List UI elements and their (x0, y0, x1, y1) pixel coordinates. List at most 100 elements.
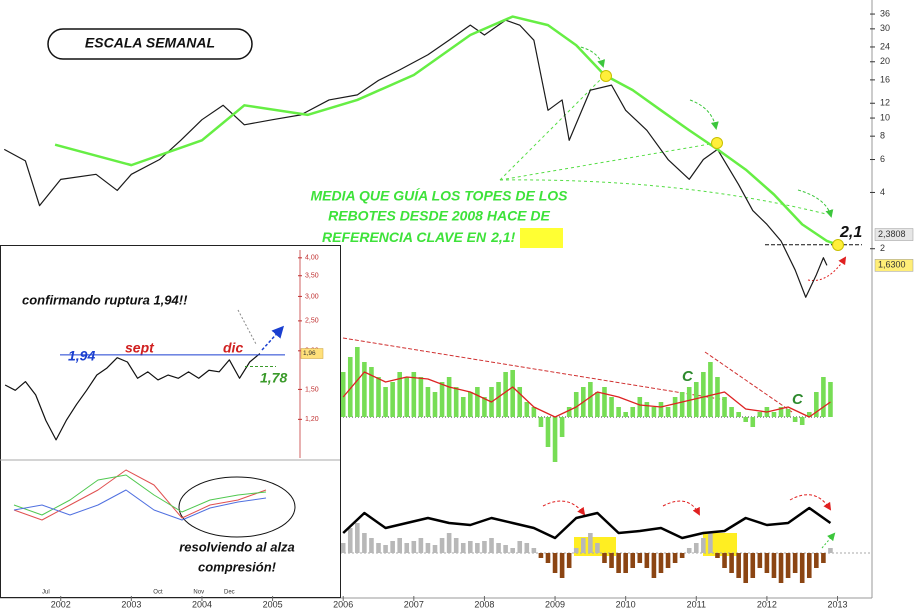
bar (609, 397, 614, 417)
y-tick-label: 16 (880, 74, 890, 84)
trend-lines (342, 337, 793, 413)
bar (404, 377, 410, 417)
bar (390, 382, 395, 417)
series-line (13, 489, 267, 521)
annotation-text: REFERENCIA CLAVE EN (322, 229, 487, 245)
bar (397, 538, 402, 553)
arrow (689, 99, 719, 130)
x-tick-label: Nov (193, 590, 204, 596)
bar (439, 538, 445, 553)
x-tick-label: 2011 (687, 599, 706, 609)
annotation: REBOTES DESDE 2008 HACE DE (328, 208, 550, 224)
bar (517, 387, 523, 417)
bar (397, 372, 402, 417)
series-line (13, 474, 267, 516)
y-tick-label: 24 (880, 41, 890, 51)
x-tick-label: 2003 (121, 599, 141, 609)
bar (708, 362, 713, 417)
x-tick-label: 2006 (333, 599, 353, 609)
series-line (54, 15, 838, 246)
chart-title: ESCALA SEMANAL (85, 35, 215, 51)
bar (503, 545, 508, 553)
bar (453, 387, 459, 417)
connector (237, 309, 257, 345)
bar (602, 553, 607, 563)
y-tick-label: 36 (880, 8, 890, 18)
bar (347, 528, 353, 553)
x-tick-label: 2008 (474, 599, 494, 609)
touch-point (711, 137, 723, 149)
arrow (789, 494, 832, 511)
series-line (13, 469, 267, 521)
inset-chart: confirmando ruptura 1,94!! 1,94 sept dic… (0, 245, 341, 598)
touch-point (600, 70, 612, 82)
bar (757, 412, 763, 417)
bar (729, 407, 734, 417)
arrow (797, 189, 834, 218)
bar (828, 548, 833, 553)
bar (806, 412, 812, 417)
x-tick-label: 2010 (616, 599, 636, 609)
price-tag-label: 2,3808 (878, 229, 906, 239)
bar (644, 402, 650, 417)
bar (404, 543, 410, 553)
x-tick-label: 2002 (51, 599, 71, 609)
series-line (342, 371, 831, 418)
bar (446, 533, 452, 553)
bar (468, 392, 473, 417)
bar (814, 553, 819, 568)
bar (552, 417, 558, 462)
bar (644, 553, 650, 568)
bar (460, 397, 466, 417)
oscillator-panel (340, 494, 872, 583)
bar (729, 553, 734, 573)
touch-point (832, 239, 844, 251)
bar (573, 548, 579, 553)
title-frame (47, 28, 253, 60)
bar (686, 387, 692, 417)
bar (517, 541, 523, 553)
bar (475, 543, 480, 553)
bar (559, 553, 565, 578)
bar (355, 347, 360, 417)
annotation: resolviendo al alza (179, 539, 295, 554)
guide-lines (499, 75, 827, 215)
x-tick-label: 2009 (545, 599, 565, 609)
y-tick-label: 2,50 (305, 318, 319, 325)
bar (482, 397, 487, 417)
bar (531, 548, 537, 553)
annotation-highlight: 2,1! (490, 229, 515, 245)
x-tick-label: 2007 (404, 599, 424, 609)
bar (672, 553, 678, 563)
bar (595, 392, 600, 417)
bar (715, 377, 720, 417)
bar (418, 377, 424, 417)
bar (369, 367, 374, 417)
y-tick-label: 30 (880, 23, 890, 33)
annotation: MEDIA QUE GUÍA LOS TOPES DE LOS (311, 188, 569, 204)
price-tag-label: 1,96 (303, 350, 316, 357)
y-tick-label: 4,00 (305, 255, 319, 262)
price-tag (300, 348, 324, 359)
bar (814, 392, 819, 417)
bar (432, 392, 438, 417)
bar (743, 553, 749, 583)
bar (665, 407, 671, 417)
bar (475, 387, 480, 417)
bar (715, 553, 720, 558)
bar (701, 538, 706, 553)
bar (355, 523, 360, 553)
series-line (4, 353, 261, 441)
bar (340, 543, 346, 553)
bar (764, 553, 770, 573)
y-tick-label: 6 (880, 154, 885, 164)
bar (736, 553, 741, 578)
bar (376, 543, 381, 553)
bar (778, 553, 784, 583)
bar (566, 407, 572, 417)
bar (658, 553, 664, 573)
bar (524, 402, 530, 417)
bar (828, 382, 833, 417)
bar (538, 417, 544, 427)
bar (503, 372, 508, 417)
